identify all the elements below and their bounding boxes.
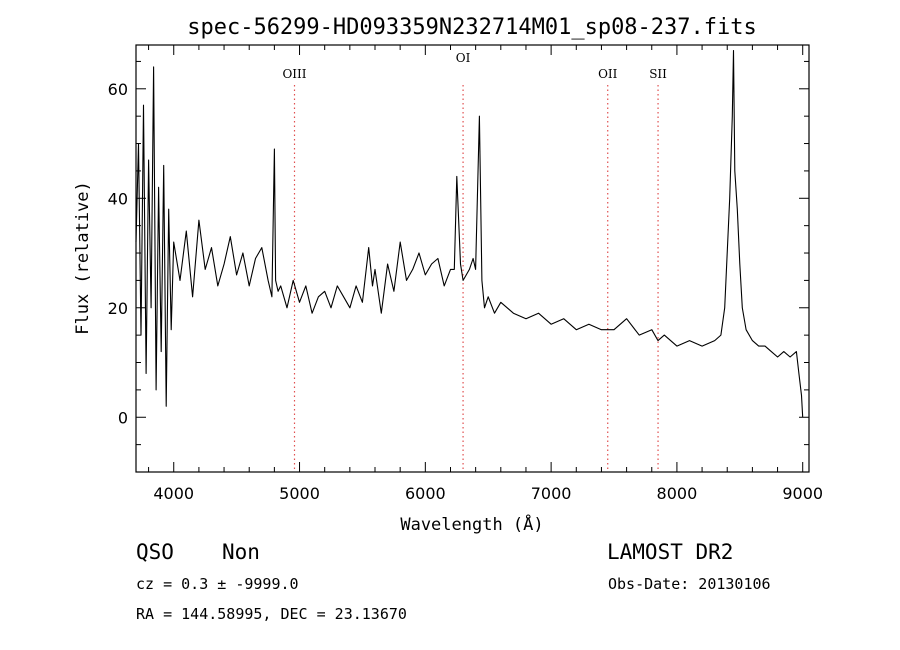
emission-label-oii: OII	[598, 67, 618, 81]
x-axis-label: Wavelength (Å)	[400, 513, 543, 535]
chart-title: spec-56299-HD093359N232714M01_sp08-237.f…	[187, 15, 757, 40]
obs-date: Obs-Date: 20130106	[608, 575, 771, 593]
object-class: QSO	[136, 540, 174, 564]
ra-dec: RA = 144.58995, DEC = 23.13670	[136, 605, 407, 623]
y-tick-label: 20	[108, 299, 128, 318]
series-layer	[135, 49, 804, 418]
object-subclass: Non	[222, 540, 260, 564]
spectrum-line-0	[135, 49, 804, 418]
axis-ticks	[136, 45, 809, 472]
y-tick-label: 0	[118, 408, 128, 427]
cz-value: cz = 0.3 ± -9999.0	[136, 575, 299, 593]
y-tick-label: 60	[108, 80, 128, 99]
x-tick-label: 7000	[531, 484, 572, 503]
x-tick-label: 5000	[279, 484, 320, 503]
emission-label-oiii: OIII	[282, 67, 306, 81]
y-tick-label: 40	[108, 189, 128, 208]
tick-labels: 4000 5000 6000 7000 8000 9000 0 20 40 60	[108, 80, 823, 503]
x-tick-label: 8000	[657, 484, 698, 503]
y-axis-label: Flux (relative)	[73, 181, 93, 335]
x-tick-label: 9000	[782, 484, 823, 503]
plot-frame	[135, 44, 810, 473]
emission-label-sii: SII	[649, 67, 667, 81]
emission-label-oi: OI	[456, 51, 471, 65]
x-tick-label: 4000	[153, 484, 194, 503]
emission-line-markers: OIII OI OII SII	[282, 51, 667, 472]
survey-name: LAMOST DR2	[607, 540, 734, 564]
x-tick-label: 6000	[405, 484, 446, 503]
